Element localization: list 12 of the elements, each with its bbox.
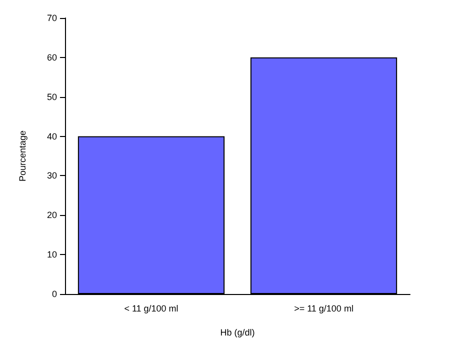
y-tick-label: 70 <box>46 13 57 23</box>
y-axis-title: Pourcentage <box>18 130 28 182</box>
y-tick-label: 40 <box>46 131 57 142</box>
y-tick-label: 60 <box>46 52 57 62</box>
x-tick-label: >= 11 g/100 ml <box>294 304 354 314</box>
y-tick-label: 20 <box>46 210 57 220</box>
y-tick-label: 30 <box>46 170 57 181</box>
x-axis-title: Hb (g/dl) <box>220 328 255 338</box>
y-tick-label: 50 <box>46 92 57 102</box>
y-tick-label: 0 <box>52 289 57 299</box>
x-tick-label: < 11 g/100 ml <box>124 304 178 314</box>
y-tick-label: 10 <box>46 250 57 260</box>
